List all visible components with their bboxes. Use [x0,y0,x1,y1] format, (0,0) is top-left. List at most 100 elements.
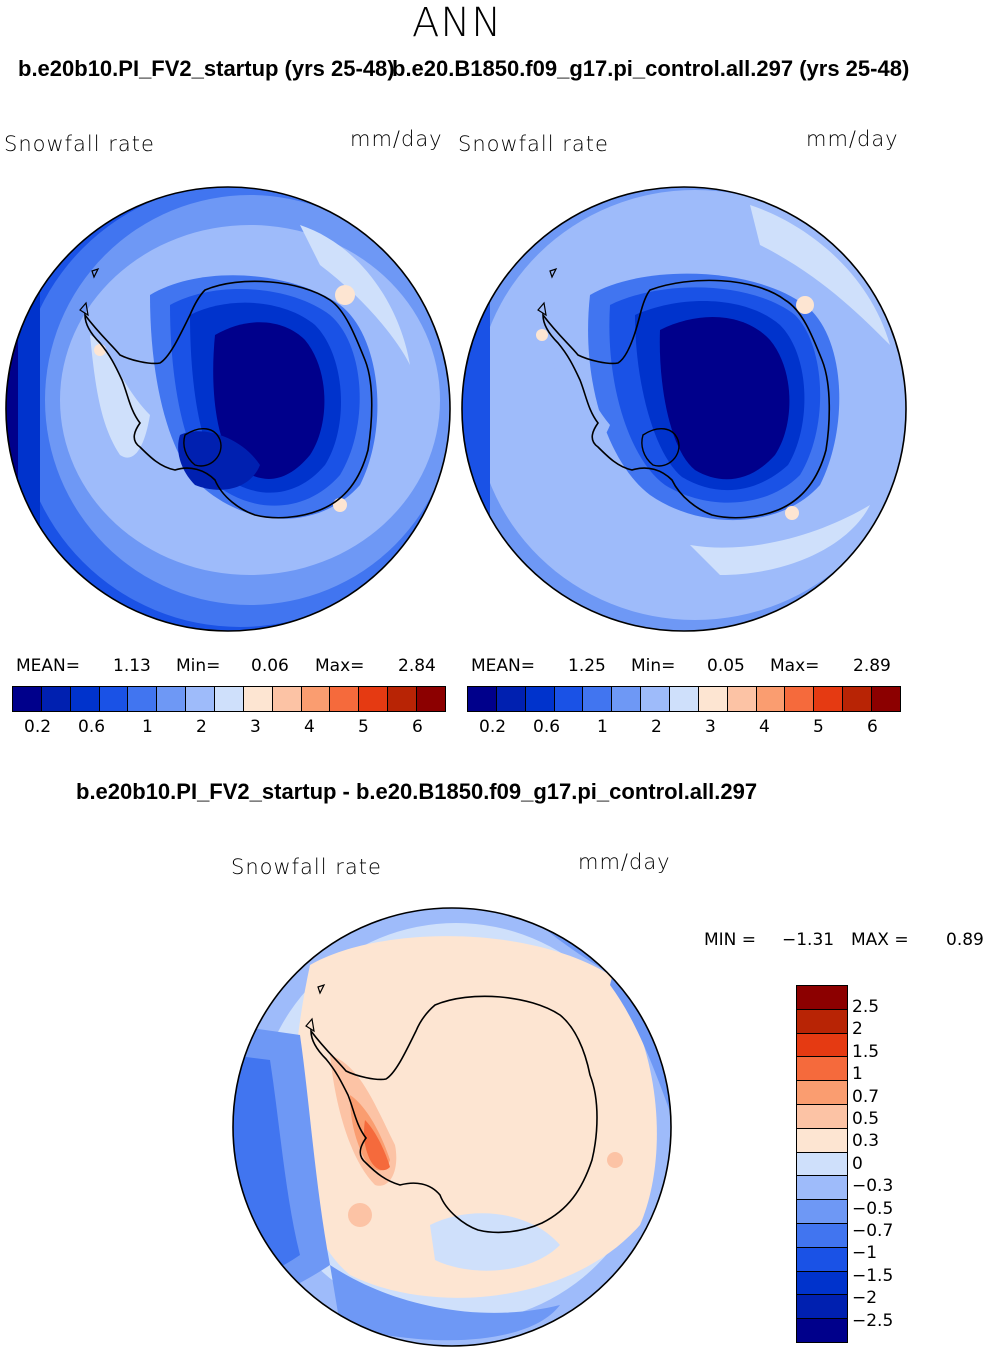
colorbar-swatch [797,1222,847,1247]
diff-min-value: −1.31 [782,930,835,950]
colorbar-swatch [640,687,670,711]
diff-colorbar-tick: −0.5 [852,1199,894,1219]
diff-min-label: MIN = [704,930,757,950]
panel2-variable-label: Snowfall rate [458,132,609,156]
colorbar-swatch [300,687,330,711]
colorbar1-tick: 4 [304,717,315,737]
colorbar2-tick: 2 [651,717,662,737]
snowfall-map-case1 [5,186,451,632]
difference-title: b.e20b10.PI_FV2_startup - b.e20.B1850.f0… [76,779,758,804]
panel2-min-value: 0.05 [707,656,745,676]
colorbar-swatch [784,687,814,711]
panel2-min-label: Min= [631,656,676,676]
season-title: ANN [412,0,503,46]
colorbar-swatch [797,1008,847,1033]
colorbar-swatch [726,687,756,711]
colorbar-case2 [467,686,901,712]
panel1-max-value: 2.84 [398,656,436,676]
diff-colorbar-tick: 0.5 [852,1109,880,1129]
colorbar-swatch [185,687,215,711]
colorbar-swatch [797,1127,847,1152]
panel2-max-label: Max= [770,656,820,676]
colorbar-swatch [697,687,727,711]
diff-colorbar-tick: 0 [852,1154,863,1174]
colorbar-swatch [797,986,847,1009]
diff-max-value: 0.89 [946,930,984,950]
colorbar2-tick: 0.6 [533,717,561,737]
colorbar-swatch [495,687,525,711]
panel1-variable-label: Snowfall rate [4,132,155,156]
diff-colorbar-tick: −2 [852,1288,878,1308]
colorbar1-tick: 5 [358,717,369,737]
colorbar-swatch [755,687,785,711]
colorbar-swatch [797,1246,847,1271]
diff-colorbar-tick: 0.3 [852,1131,880,1151]
colorbar2-tick: 6 [867,717,878,737]
colorbar-swatch [13,687,41,711]
diff-colorbar-tick: −1 [852,1243,878,1263]
panel1-min-value: 0.06 [251,656,289,676]
panel2-mean-value: 1.25 [568,656,606,676]
panel1-mean-value: 1.13 [113,656,151,676]
colorbar-swatch [797,1270,847,1295]
colorbar-swatch [871,687,900,711]
diff-colorbar-tick: 2 [852,1019,863,1039]
colorbar2-tick: 5 [813,717,824,737]
panel1-max-label: Max= [315,656,365,676]
panel2-units-label: mm/day [806,127,899,151]
colorbar-swatch [611,687,641,711]
colorbar2-tick: 0.2 [479,717,507,737]
colorbar-swatch [127,687,157,711]
colorbar-swatch [387,687,417,711]
colorbar-swatch [797,1199,847,1223]
case2-title: b.e20.B1850.f09_g17.pi_control.all.297 (… [392,56,910,81]
colorbar-swatch [98,687,128,711]
diff-colorbar-tick: −2.5 [852,1311,894,1331]
colorbar-swatch [553,687,583,711]
colorbar-swatch [242,687,272,711]
diff-colorbar-tick: −0.3 [852,1176,894,1196]
colorbar-swatch [797,1151,847,1176]
colorbar-swatch [797,1080,847,1104]
colorbar-swatch [156,687,186,711]
colorbar-swatch [69,687,99,711]
case1-title: b.e20b10.PI_FV2_startup (yrs 25-48) [18,56,395,81]
panel2-max-value: 2.89 [853,656,891,676]
panel1-mean-label: MEAN= [16,656,80,676]
colorbar-swatch [797,1056,847,1081]
snowfall-difference-map [232,907,672,1347]
colorbar-swatch [329,687,359,711]
colorbar-case1 [12,686,446,712]
colorbar-swatch [797,1175,847,1200]
colorbar1-tick: 3 [250,717,261,737]
colorbar-swatch [797,1294,847,1319]
colorbar-swatch [214,687,243,711]
diff-colorbar-tick: 1.5 [852,1042,880,1062]
colorbar-swatch [358,687,388,711]
colorbar2-tick: 3 [705,717,716,737]
colorbar2-tick: 1 [597,717,608,737]
diff-colorbar-tick: 1 [852,1064,863,1084]
colorbar-swatch [797,1318,847,1342]
colorbar-swatch [797,1032,847,1057]
colorbar-swatch [582,687,612,711]
colorbar2-tick: 4 [759,717,770,737]
colorbar-swatch [669,687,698,711]
colorbar-swatch [813,687,843,711]
colorbar1-tick: 1 [142,717,153,737]
colorbar-swatch [797,1103,847,1128]
colorbar-difference [796,985,848,1343]
colorbar-swatch [524,687,554,711]
colorbar1-tick: 6 [412,717,423,737]
diff-max-label: MAX = [851,930,909,950]
colorbar-swatch [468,687,496,711]
colorbar1-tick: 0.2 [24,717,52,737]
colorbar1-tick: 2 [196,717,207,737]
colorbar-swatch [416,687,445,711]
colorbar-swatch [40,687,70,711]
diff-colorbar-tick: 2.5 [852,997,880,1017]
colorbar1-tick: 0.6 [78,717,106,737]
diff-colorbar-tick: −0.7 [852,1221,894,1241]
diff-units-label: mm/day [578,850,671,874]
panel1-units-label: mm/day [350,127,443,151]
